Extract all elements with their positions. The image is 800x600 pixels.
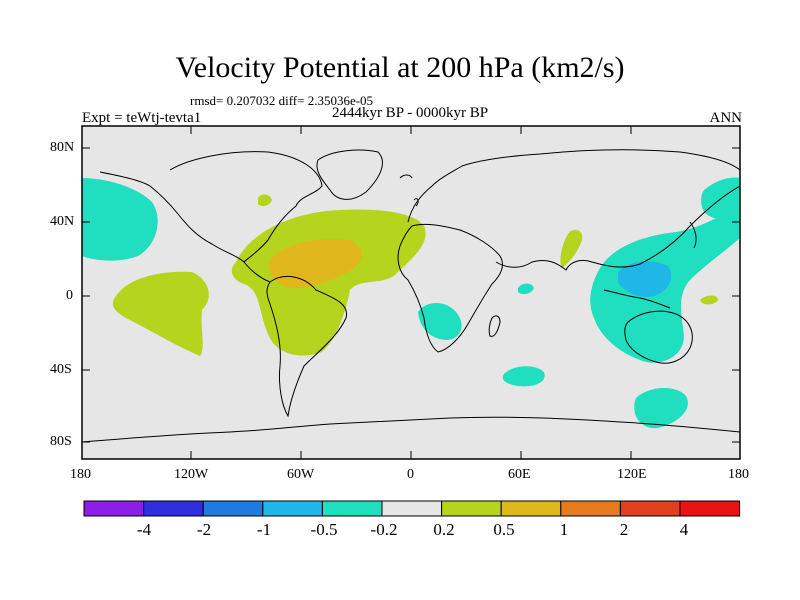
lat-tick-label: 80N — [50, 140, 75, 155]
positive-region-core — [268, 238, 362, 289]
colorbar-label: -1 — [256, 520, 272, 539]
coast-japan — [689, 221, 697, 249]
lat-tick-label: 0 — [66, 288, 73, 303]
colorbar-label: 1 — [559, 520, 569, 539]
coast-central-america — [243, 261, 271, 283]
colorbar-label: -0.5 — [310, 520, 338, 539]
colorbar-box — [143, 500, 204, 517]
colorbar-box — [262, 500, 323, 517]
coast-madagascar — [488, 315, 501, 337]
season-label: ANN — [709, 110, 743, 126]
coast-australia — [624, 310, 693, 364]
lat-tick-label: 40S — [50, 362, 72, 377]
negative-region-core — [618, 261, 672, 298]
negative-region-arabia — [518, 283, 534, 295]
colorbar-label: 0.2 — [433, 520, 455, 539]
coast-east-asia — [495, 185, 740, 271]
colorbar-box — [381, 500, 443, 517]
negative-region-northpacific — [82, 178, 158, 261]
contour-fill — [82, 149, 740, 443]
coast-south-america — [266, 275, 348, 418]
negative-region-northwest — [701, 177, 740, 220]
colorbar-box — [83, 500, 145, 517]
lon-tick-label: 180 — [728, 467, 749, 482]
lat-tick-label: 40N — [50, 214, 75, 229]
negative-region-antarctic — [634, 387, 688, 429]
positive-region-westpacific — [700, 295, 718, 305]
colorbar-label: 2 — [619, 520, 629, 539]
lat-tick-label: 80S — [50, 434, 72, 449]
lon-tick-label: 0 — [407, 467, 414, 482]
colorbar — [83, 500, 741, 517]
colorbar-box — [679, 500, 741, 517]
lon-tick-label: 60W — [287, 467, 315, 482]
negative-region-africa — [418, 303, 462, 340]
coast-indonesia — [603, 289, 671, 309]
period-label: 2444kyr BP - 0000kyr BP — [331, 105, 489, 121]
colorbar-label: -2 — [196, 520, 212, 539]
colorbar-label: -4 — [136, 520, 152, 539]
coast-europe-asia — [407, 149, 740, 223]
negative-region-southocean-indian — [502, 366, 545, 387]
lon-tick-label: 180 — [70, 467, 91, 482]
lon-tick-label: 120W — [174, 467, 209, 482]
coast-africa — [397, 223, 503, 353]
colorbar-box — [321, 500, 383, 517]
positive-region-pacific — [112, 271, 209, 356]
colorbar-label: -0.2 — [370, 520, 398, 539]
lon-tick-label: 120E — [617, 467, 647, 482]
coast-greenland — [316, 149, 383, 200]
coast-uk — [413, 198, 419, 207]
colorbar-label: 4 — [679, 520, 689, 539]
colorbar-box — [441, 500, 502, 517]
positive-region-india — [560, 229, 583, 268]
coast-north-america — [99, 151, 323, 263]
stats-label: rmsd= 0.207032 diff= 2.35036e-05 — [190, 93, 374, 108]
coast-iceland — [399, 174, 413, 179]
axis-ticks — [82, 126, 740, 459]
plot-title: Velocity Potential at 200 hPa (km2/s) — [175, 51, 625, 84]
lon-tick-label: 60E — [508, 467, 531, 482]
colorbar-label: 0.5 — [493, 520, 515, 539]
experiment-label: Expt = teWtj-tevta1 — [82, 110, 202, 126]
colorbar-box — [560, 500, 621, 517]
colorbar-box — [619, 500, 681, 517]
positive-region-greenland — [258, 194, 272, 207]
positive-region-atlantic — [231, 209, 426, 356]
colorbar-box — [202, 500, 264, 517]
coastlines — [82, 149, 740, 443]
coast-antarctica — [82, 416, 740, 443]
colorbar-box — [500, 500, 562, 517]
